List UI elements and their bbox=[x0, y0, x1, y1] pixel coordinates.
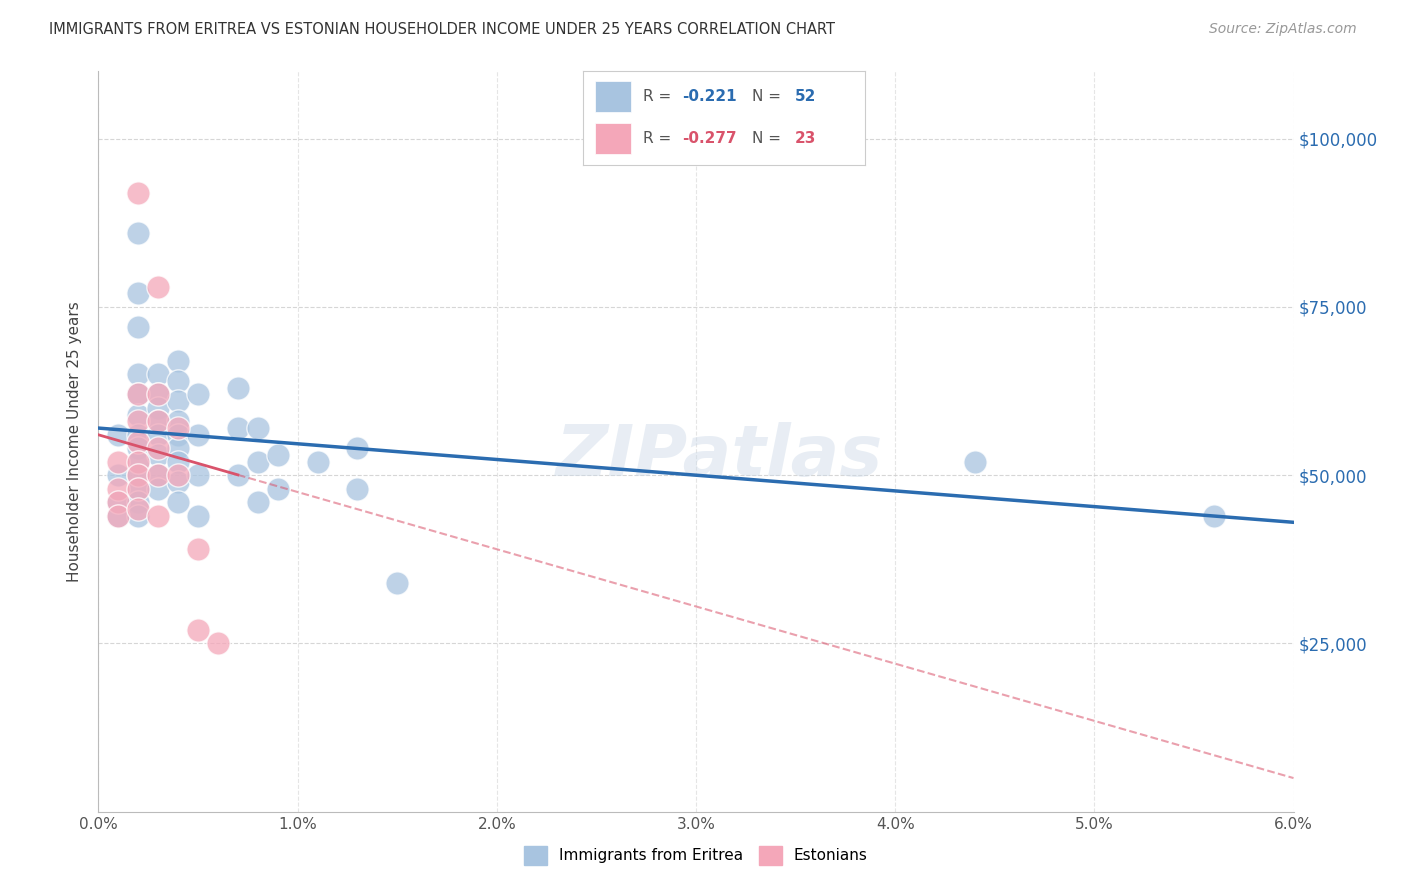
Point bbox=[148, 468, 170, 483]
Y-axis label: Householder Income Under 25 years: Householder Income Under 25 years bbox=[67, 301, 83, 582]
Point bbox=[167, 455, 190, 469]
Point bbox=[167, 353, 190, 368]
Text: N =: N = bbox=[752, 89, 786, 104]
Point bbox=[226, 381, 249, 395]
Text: R =: R = bbox=[643, 89, 676, 104]
Point bbox=[187, 623, 209, 637]
Point bbox=[167, 427, 190, 442]
Point bbox=[148, 368, 170, 382]
Point bbox=[127, 508, 149, 523]
Bar bbox=[595, 123, 631, 153]
Point bbox=[107, 427, 129, 442]
Point bbox=[226, 468, 249, 483]
Point bbox=[127, 368, 149, 382]
Point bbox=[127, 387, 149, 401]
Point bbox=[127, 482, 149, 496]
Point bbox=[148, 279, 170, 293]
Point bbox=[107, 508, 129, 523]
Point bbox=[207, 636, 229, 650]
Point bbox=[148, 442, 170, 456]
Point bbox=[148, 508, 170, 523]
Point bbox=[127, 442, 149, 456]
Point bbox=[127, 495, 149, 509]
Point bbox=[346, 442, 368, 456]
Point bbox=[267, 482, 290, 496]
Point bbox=[167, 394, 190, 409]
Point bbox=[167, 414, 190, 428]
Point bbox=[107, 455, 129, 469]
Point bbox=[127, 320, 149, 334]
Point bbox=[107, 482, 129, 496]
Point bbox=[148, 414, 170, 428]
Point bbox=[127, 186, 149, 200]
Point bbox=[148, 482, 170, 496]
Point bbox=[127, 408, 149, 422]
Point bbox=[107, 495, 129, 509]
Point bbox=[127, 501, 149, 516]
Text: -0.221: -0.221 bbox=[682, 89, 737, 104]
Point bbox=[385, 575, 409, 590]
Point bbox=[148, 468, 170, 483]
Point bbox=[267, 448, 290, 462]
Point bbox=[246, 421, 269, 435]
Point bbox=[127, 468, 149, 483]
Text: -0.277: -0.277 bbox=[682, 131, 737, 146]
Point bbox=[107, 468, 129, 483]
Point bbox=[127, 427, 149, 442]
Point bbox=[148, 387, 170, 401]
Point bbox=[148, 448, 170, 462]
Point bbox=[107, 508, 129, 523]
Point bbox=[246, 455, 269, 469]
Point bbox=[127, 226, 149, 240]
Point bbox=[107, 495, 129, 509]
Point bbox=[226, 421, 249, 435]
Text: R =: R = bbox=[643, 131, 676, 146]
Point bbox=[148, 401, 170, 415]
Point bbox=[127, 482, 149, 496]
Point bbox=[187, 508, 209, 523]
Point bbox=[148, 387, 170, 401]
Bar bbox=[595, 81, 631, 112]
Point bbox=[127, 434, 149, 449]
Text: Source: ZipAtlas.com: Source: ZipAtlas.com bbox=[1209, 22, 1357, 37]
Point bbox=[1202, 508, 1225, 523]
Text: IMMIGRANTS FROM ERITREA VS ESTONIAN HOUSEHOLDER INCOME UNDER 25 YEARS CORRELATIO: IMMIGRANTS FROM ERITREA VS ESTONIAN HOUS… bbox=[49, 22, 835, 37]
Point bbox=[246, 495, 269, 509]
Point bbox=[167, 468, 190, 483]
Point bbox=[307, 455, 329, 469]
Point bbox=[148, 427, 170, 442]
Point bbox=[127, 414, 149, 428]
Point bbox=[127, 387, 149, 401]
Point bbox=[127, 286, 149, 301]
Point bbox=[167, 475, 190, 489]
Point bbox=[127, 455, 149, 469]
Text: ZIPatlas: ZIPatlas bbox=[557, 422, 883, 491]
Legend: Immigrants from Eritrea, Estonians: Immigrants from Eritrea, Estonians bbox=[517, 840, 875, 871]
Text: 52: 52 bbox=[794, 89, 815, 104]
Text: N =: N = bbox=[752, 131, 786, 146]
Point bbox=[167, 421, 190, 435]
Point bbox=[127, 455, 149, 469]
Text: 23: 23 bbox=[794, 131, 815, 146]
Point bbox=[187, 387, 209, 401]
Point bbox=[187, 427, 209, 442]
Point bbox=[127, 468, 149, 483]
Point bbox=[167, 374, 190, 388]
Point bbox=[167, 495, 190, 509]
Point bbox=[167, 442, 190, 456]
Point bbox=[963, 455, 986, 469]
Point bbox=[187, 542, 209, 557]
Point bbox=[148, 414, 170, 428]
Point bbox=[346, 482, 368, 496]
Point bbox=[187, 468, 209, 483]
